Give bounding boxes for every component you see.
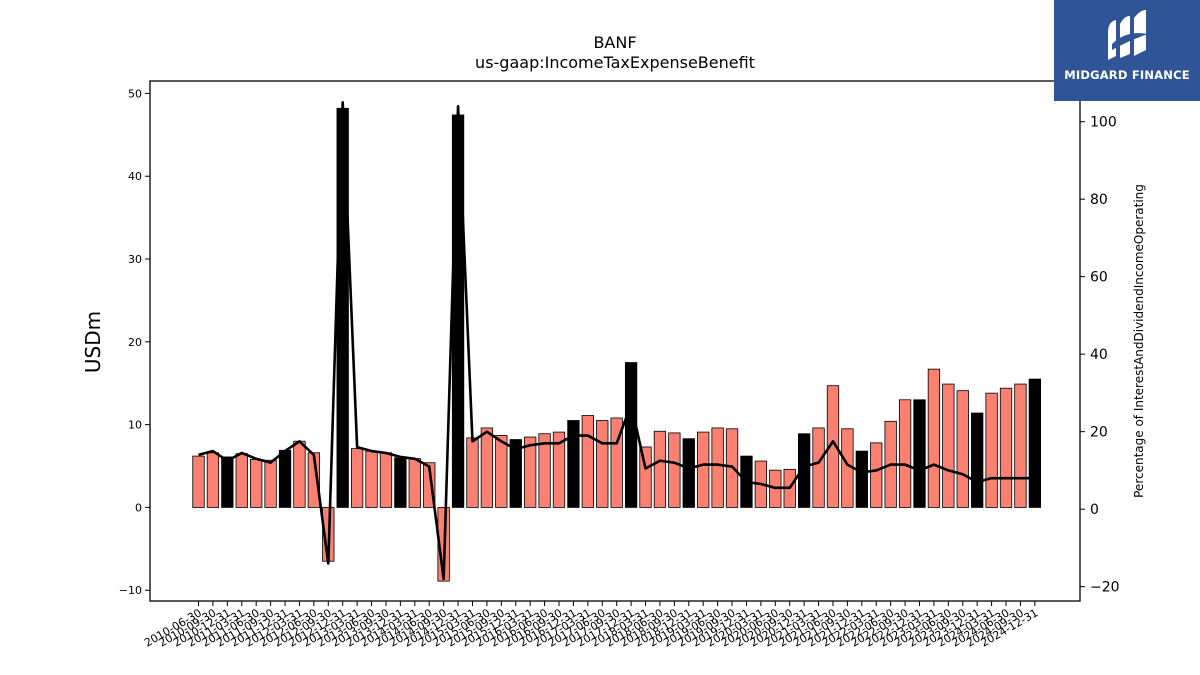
y-tick-label: 30	[128, 253, 142, 266]
bar-2015-03-31	[466, 437, 479, 508]
y-tick-label: 10	[128, 419, 142, 432]
y2-tick-label: 40	[1090, 347, 1108, 363]
bar-2016-03-31	[524, 436, 537, 508]
bar-2015-12-31	[509, 439, 522, 508]
bar-2010-06-30	[192, 455, 205, 508]
axes	[145, 80, 1085, 606]
bar-2011-06-30	[250, 459, 263, 508]
bar-2015-06-30	[480, 427, 494, 508]
bar-2010-12-31	[221, 456, 234, 508]
bar-2018-06-30	[653, 430, 667, 508]
bar-2018-09-30	[668, 432, 681, 508]
bar-2021-06-30	[826, 385, 840, 508]
y2-tick-label: −20	[1090, 580, 1120, 596]
bar-2017-03-31	[581, 415, 594, 508]
bar-2012-03-31	[293, 440, 306, 508]
y2-axis-label: Percentage of InterestAndDividendIncomeO…	[1132, 184, 1146, 498]
y-tick-label: 0	[135, 501, 142, 514]
y2-tick-label: 20	[1090, 425, 1108, 441]
bar-2022-12-31	[913, 399, 926, 508]
bar-2013-06-30	[365, 450, 378, 508]
bar-2011-12-31	[278, 449, 292, 508]
bar-2014-06-30	[423, 462, 436, 508]
bar-2023-06-30	[942, 383, 955, 508]
bar-2017-06-30	[596, 420, 609, 508]
brand-logo: MIDGARD FINANCE	[1054, 0, 1200, 101]
bar-2024-03-31	[985, 392, 998, 508]
bar-2018-12-31	[682, 438, 695, 508]
line-series	[198, 101, 1035, 581]
plot-frame	[149, 80, 1081, 602]
bar-2017-09-30	[610, 417, 623, 508]
bar-2016-06-30	[538, 433, 551, 508]
midgard-logo-icon	[1108, 10, 1148, 60]
logo-text: MIDGARD FINANCE	[1064, 68, 1190, 82]
bar-2022-03-31	[870, 442, 883, 508]
bar-2012-06-30	[307, 452, 321, 508]
percentage-line	[198, 101, 1035, 581]
y2-tick-label: 60	[1090, 270, 1108, 286]
y-tick-label: 50	[128, 87, 142, 100]
bar-2016-12-31	[567, 420, 580, 508]
bar-series	[192, 107, 1042, 582]
chart-title: BANF	[593, 33, 636, 52]
y-axis-label: USDm	[81, 311, 105, 373]
bar-2011-03-31	[235, 453, 248, 508]
bar-2018-03-31	[639, 446, 652, 508]
chart-subtitle: us-gaap:IncomeTaxExpenseBenefit	[475, 53, 755, 72]
bar-2013-09-30	[379, 452, 393, 508]
tick-labels: −1001020304050−200204060801002010-06-302…	[119, 87, 1120, 649]
y-tick-label: 20	[128, 336, 142, 349]
bar-2023-09-30	[956, 390, 969, 508]
bar-2024-09-30	[1014, 383, 1027, 508]
bar-2021-12-31	[855, 450, 868, 508]
bar-2024-12-31	[1028, 378, 1042, 508]
y2-tick-label: 0	[1090, 502, 1099, 518]
y-tick-label: 40	[128, 170, 142, 183]
bar-2011-09-30	[264, 459, 277, 508]
bar-2019-03-31	[697, 431, 710, 508]
y2-tick-label: 100	[1090, 115, 1117, 131]
bar-2024-06-30	[999, 387, 1013, 508]
bar-2017-12-31	[624, 362, 638, 508]
y-tick-label: −10	[119, 584, 142, 597]
bar-2023-12-31	[971, 412, 984, 508]
bar-2016-09-30	[552, 431, 566, 508]
bar-2020-12-31	[797, 433, 811, 508]
y2-tick-label: 80	[1090, 192, 1108, 208]
bar-2014-03-31	[408, 458, 421, 508]
bar-2019-06-30	[711, 427, 724, 508]
bar-2023-03-31	[927, 368, 941, 508]
bar-2013-12-31	[394, 457, 407, 508]
bar-2022-09-30	[898, 399, 912, 508]
bar-2021-03-31	[812, 427, 825, 508]
bar-2010-09-30	[206, 452, 220, 508]
bar-2015-09-30	[495, 434, 508, 508]
bar-2013-03-31	[350, 448, 364, 508]
